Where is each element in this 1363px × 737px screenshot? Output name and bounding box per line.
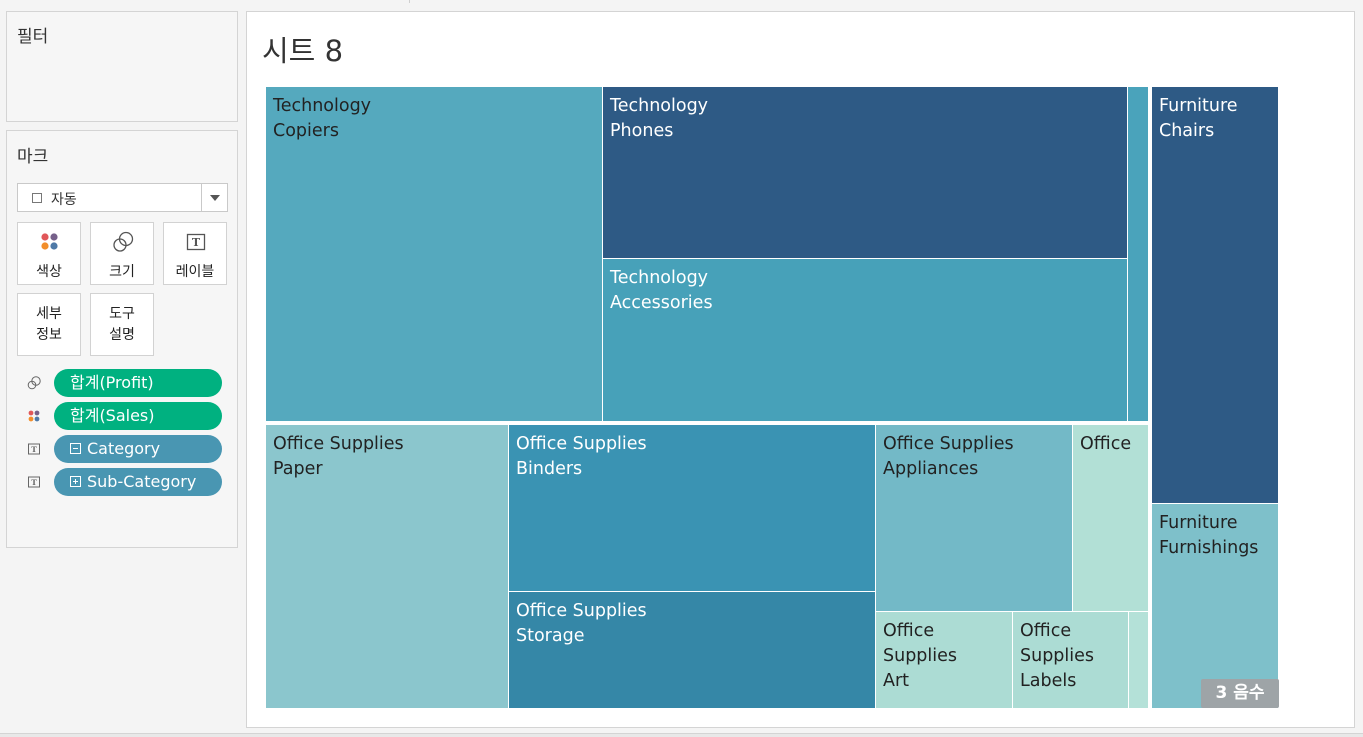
tooltip-label-line1: 도구 <box>109 306 135 322</box>
treemap-cell-subcategory: Binders <box>516 459 583 479</box>
treemap-cell-category: Furniture <box>1159 96 1238 116</box>
treemap-cell[interactable]: Office Supplies Storage <box>509 592 876 709</box>
treemap-cell[interactable] <box>1129 612 1149 709</box>
tooltip-label: 도구 설명 <box>91 304 153 346</box>
color-label: 색상 <box>36 264 62 280</box>
treemap-cell[interactable]: Office Supplies Labels <box>1013 612 1129 709</box>
chevron-down-icon <box>210 195 220 201</box>
marks-card: 마크 자동 색상 크기 T 레이블 세부 정보 <box>6 130 238 548</box>
treemap-cell[interactable]: Office Supplies Appliances <box>876 425 1073 612</box>
treemap-cell-subcategory: Phones <box>610 121 674 141</box>
filters-shelf[interactable]: 필터 <box>6 11 238 122</box>
mark-field-row: T Sub-Category <box>27 468 227 496</box>
marks-title: 마크 <box>17 147 49 167</box>
size-button[interactable]: 크기 <box>90 222 154 285</box>
pill-label: 합계(Profit) <box>70 373 154 392</box>
sheet-tabs-strip <box>246 0 1363 3</box>
treemap-cell[interactable]: Furniture Furnishings <box>1152 504 1279 709</box>
treemap-cell-category: Technology <box>610 96 709 116</box>
treemap-cell[interactable]: Office Supplies Binders <box>509 425 876 592</box>
pill-sum-sales[interactable]: 합계(Sales) <box>54 402 222 430</box>
treemap-cell-subcategory: Copiers <box>273 121 339 141</box>
detail-label: 세부 정보 <box>18 304 80 346</box>
treemap-cell-category: Office Supplies <box>516 601 647 621</box>
treemap-cell-category: Furniture <box>1159 513 1238 533</box>
treemap-cell-category: Office Supplies <box>273 434 404 454</box>
detail-label-line1: 세부 <box>36 306 62 322</box>
treemap-cell-category: Technology <box>610 268 709 288</box>
square-icon <box>32 193 42 203</box>
collapse-icon[interactable] <box>70 443 81 454</box>
tooltip-button[interactable]: 도구 설명 <box>90 293 154 356</box>
mark-type-dropdown[interactable]: 자동 <box>17 183 228 212</box>
mark-field-row: T Category <box>27 435 227 463</box>
tooltip-label-line2: 설명 <box>109 327 135 343</box>
pill-sum-profit[interactable]: 합계(Profit) <box>54 369 222 397</box>
color-button[interactable]: 색상 <box>17 222 81 285</box>
pill-sub-category[interactable]: Sub-Category <box>54 468 222 496</box>
treemap-cell[interactable]: Office Supplies Paper <box>266 425 509 709</box>
size-label: 크기 <box>109 264 135 280</box>
filters-title: 필터 <box>17 27 49 47</box>
treemap-cell-subcategory: Storage <box>516 626 585 646</box>
treemap-cell-subcategory: Furnishings <box>1159 538 1259 558</box>
treemap-cell[interactable]: Technology Copiers <box>266 87 603 422</box>
pill-label: Category <box>87 439 161 458</box>
detail-label-line2: 정보 <box>36 327 62 343</box>
treemap-cell-subcategory-line2: Labels <box>1020 671 1077 691</box>
dropdown-toggle[interactable] <box>201 184 227 211</box>
treemap-cell[interactable]: Technology Accessories <box>603 259 1128 422</box>
treemap-cell[interactable]: Office Supplies Art <box>876 612 1013 709</box>
treemap-cell-subcategory-line2: Art <box>883 671 910 691</box>
treemap-cell-category: Office <box>1020 621 1072 641</box>
treemap-cell-category: Office <box>883 621 935 641</box>
detail-button[interactable]: 세부 정보 <box>17 293 81 356</box>
text-label-icon: T <box>28 443 40 455</box>
sheet-tab[interactable] <box>246 0 410 3</box>
treemap-cell[interactable]: Office <box>1073 425 1149 612</box>
label-label: 레이블 <box>175 264 215 280</box>
pill-label: 합계(Sales) <box>70 406 155 425</box>
treemap-cell-subcategory: Supplies <box>1020 646 1095 666</box>
text-label-icon: T <box>28 476 40 488</box>
sheet-title[interactable]: 시트 8 <box>262 34 344 68</box>
treemap-cell-category: Office <box>1080 434 1132 454</box>
text-label-icon: T <box>186 233 206 251</box>
treemap-cell[interactable]: Technology Phones <box>603 87 1128 259</box>
negative-values-badge[interactable]: 3 음수 <box>1201 679 1279 708</box>
status-bar <box>0 733 1363 737</box>
size-icon <box>113 231 134 252</box>
svg-text:T: T <box>31 445 37 454</box>
treemap-cell-category: Technology <box>273 96 372 116</box>
treemap-cell-subcategory: Appliances <box>883 459 979 479</box>
mark-field-row: 합계(Sales) <box>27 402 227 430</box>
mark-type-value: 자동 <box>51 192 77 208</box>
size-icon <box>27 376 41 390</box>
treemap-cell-subcategory: Chairs <box>1159 121 1215 141</box>
label-button[interactable]: T 레이블 <box>163 222 227 285</box>
mark-field-row: 합계(Profit) <box>27 369 227 397</box>
treemap-cell[interactable]: Furniture Chairs <box>1152 87 1279 504</box>
treemap-cell-subcategory: Paper <box>273 459 323 479</box>
treemap-cell-category: Office Supplies <box>883 434 1014 454</box>
svg-text:T: T <box>192 236 201 249</box>
expand-icon[interactable] <box>70 476 81 487</box>
treemap-cell-category: Office Supplies <box>516 434 647 454</box>
treemap-cell-subcategory: Supplies <box>883 646 958 666</box>
treemap-cell-subcategory: Accessories <box>610 293 713 313</box>
pill-label: Sub-Category <box>87 472 197 491</box>
svg-text:T: T <box>31 478 37 487</box>
color-icon <box>28 410 40 422</box>
treemap-cell[interactable] <box>1128 87 1149 422</box>
pill-category[interactable]: Category <box>54 435 222 463</box>
color-icon <box>41 233 58 250</box>
